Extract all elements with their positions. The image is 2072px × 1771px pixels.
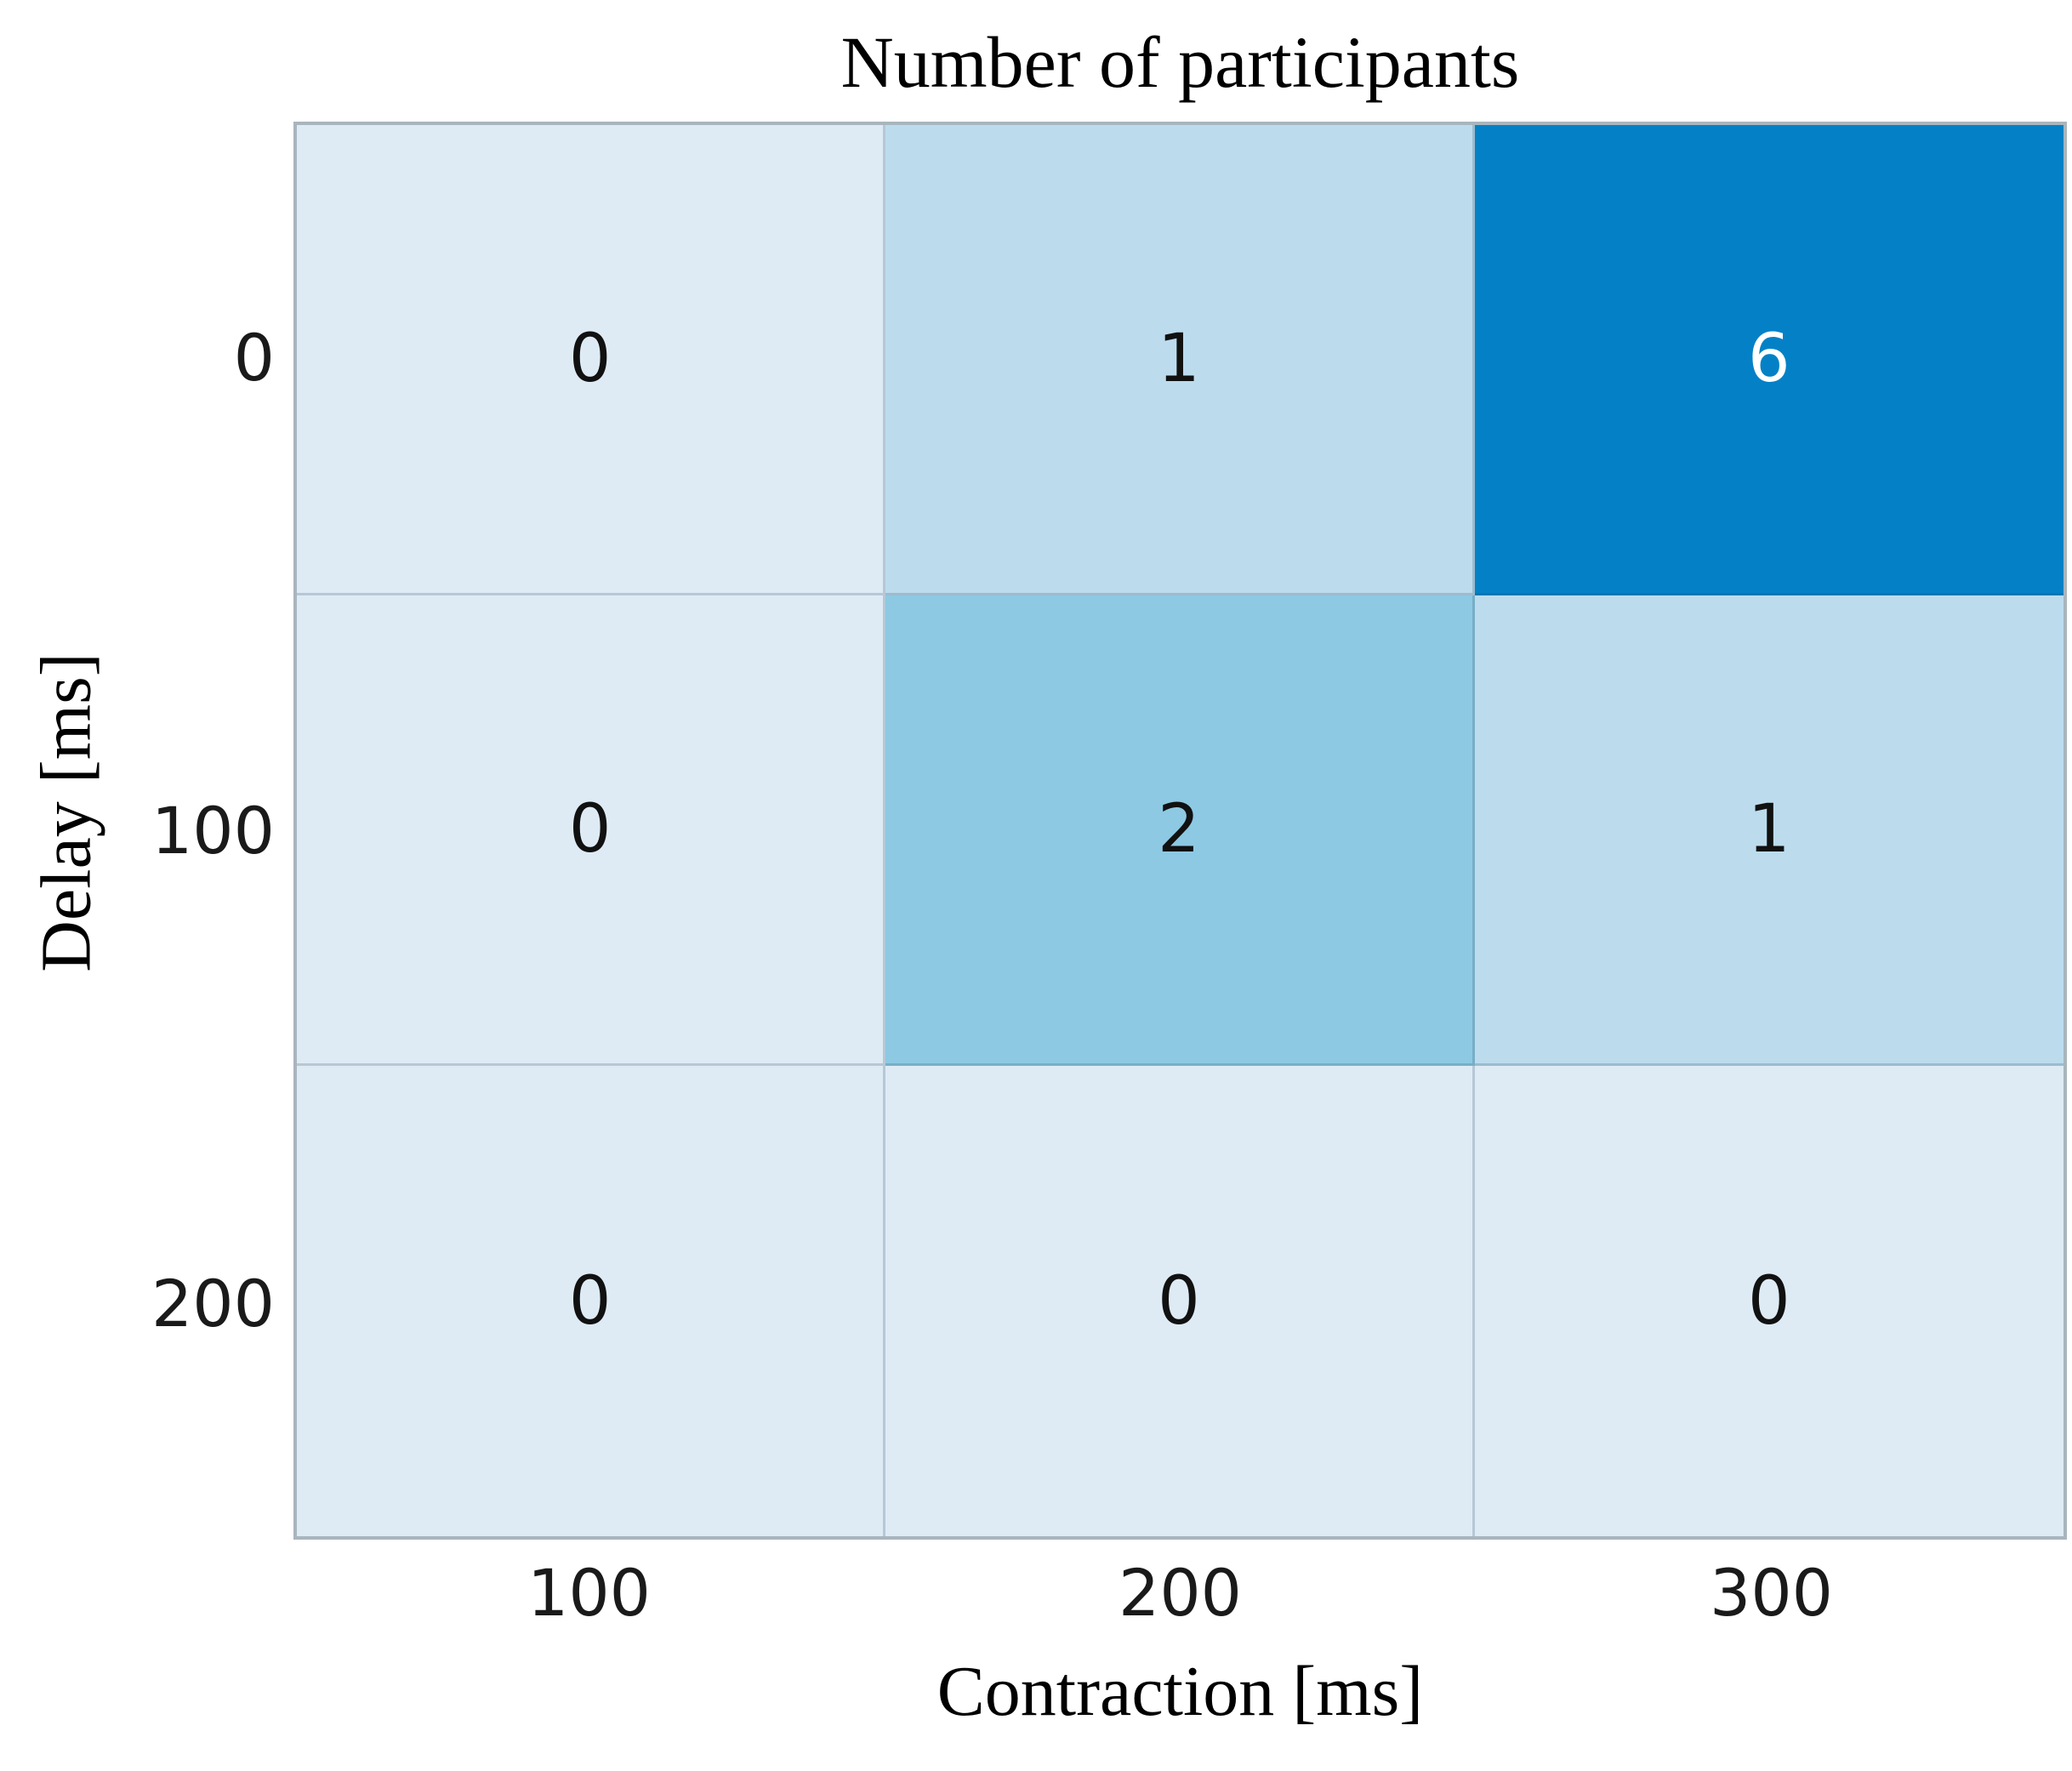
chart-title: Number of participants bbox=[840, 21, 1520, 103]
cell-value: 0 bbox=[568, 791, 612, 868]
cell-value: 1 bbox=[1748, 791, 1790, 868]
heatmap-cell: 0 bbox=[297, 125, 886, 595]
cell-value: 1 bbox=[1158, 321, 1200, 397]
heatmap-cell: 6 bbox=[1474, 125, 2063, 595]
x-tick-label: 100 bbox=[527, 1554, 652, 1631]
heatmap-cell: 0 bbox=[1474, 1066, 2063, 1536]
x-axis-ticks: 100 200 300 bbox=[293, 1550, 2067, 1635]
heatmap-grid: 0 1 6 0 2 1 0 0 0 bbox=[293, 122, 2067, 1540]
x-tick-label: 300 bbox=[1709, 1554, 1834, 1631]
cell-value: 2 bbox=[1158, 791, 1200, 868]
cell-value: 0 bbox=[568, 321, 612, 397]
y-tick-label: 0 bbox=[233, 320, 275, 396]
y-axis-ticks: 0 100 200 bbox=[0, 122, 275, 1540]
y-tick-label: 100 bbox=[151, 792, 275, 868]
x-axis-label: Contraction [ms] bbox=[936, 1652, 1424, 1731]
heatmap-cell: 1 bbox=[885, 125, 1475, 595]
cell-value: 6 bbox=[1748, 321, 1790, 397]
y-tick-label: 200 bbox=[151, 1265, 275, 1341]
heatmap-cell: 1 bbox=[1474, 595, 2063, 1066]
cell-value: 0 bbox=[1158, 1262, 1200, 1340]
cell-value: 0 bbox=[568, 1262, 612, 1340]
heatmap-cell: 0 bbox=[297, 1066, 886, 1536]
cell-value: 0 bbox=[1748, 1262, 1790, 1340]
heatmap-cell: 0 bbox=[885, 1066, 1475, 1536]
heatmap-cell: 2 bbox=[885, 595, 1475, 1066]
x-tick-label: 200 bbox=[1118, 1554, 1243, 1631]
heatmap-cell: 0 bbox=[297, 595, 886, 1066]
